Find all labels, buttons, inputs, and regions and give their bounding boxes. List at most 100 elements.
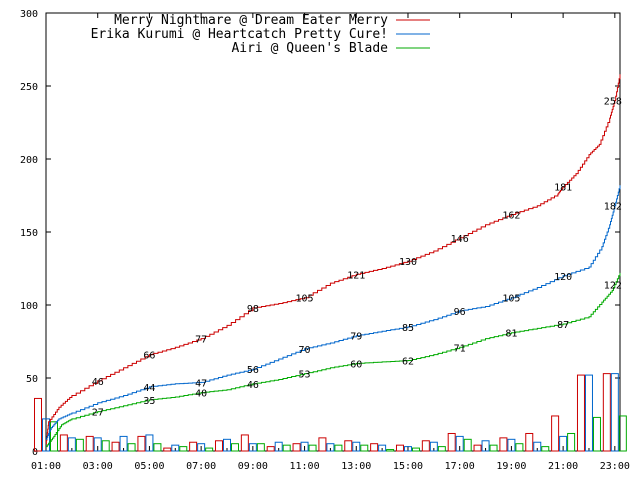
hourly-bar [403, 446, 412, 452]
data-label: 105 [296, 294, 314, 305]
hourly-bar [481, 440, 490, 452]
hourly-bar [360, 444, 369, 452]
data-label: 56 [247, 365, 259, 376]
hourly-bar [127, 443, 136, 452]
data-label: 62 [402, 356, 414, 367]
hourly-bar [153, 443, 162, 452]
hourly-bar [240, 434, 249, 452]
hourly-bar [197, 443, 206, 452]
hourly-bar [576, 374, 585, 452]
hourly-bar [386, 449, 395, 452]
data-label: 98 [247, 304, 259, 315]
hourly-bar [489, 444, 498, 452]
hourly-bar [447, 432, 456, 452]
hourly-bar [395, 444, 404, 452]
x-tick-label: 19:00 [496, 461, 526, 472]
hourly-bar [119, 435, 128, 452]
series-line [46, 272, 621, 448]
x-tick-label: 21:00 [548, 461, 578, 472]
hourly-bar [266, 446, 275, 452]
hourly-bar [507, 438, 516, 452]
data-label: 146 [451, 234, 469, 245]
hourly-bar [75, 438, 84, 452]
data-label: 121 [347, 270, 365, 281]
data-label: 44 [143, 383, 155, 394]
hourly-bar [515, 443, 524, 452]
data-label: 258 [604, 97, 622, 108]
data-label: 47 [195, 378, 207, 389]
hourly-bar [34, 397, 42, 452]
data-label: 96 [454, 307, 466, 318]
hourly-bar [171, 444, 180, 452]
data-label: 46 [92, 377, 104, 388]
hourly-bar [602, 373, 611, 452]
hourly-bar [137, 435, 146, 452]
hourly-bar [429, 441, 438, 452]
hourly-bar [85, 435, 94, 452]
hourly-bar [499, 437, 508, 452]
hourly-bar [145, 434, 154, 452]
x-tick-label: 17:00 [445, 461, 475, 472]
data-label: 162 [502, 210, 520, 221]
hourly-bar [525, 432, 534, 452]
x-tick-label: 05:00 [134, 461, 164, 472]
data-label: 181 [554, 183, 572, 194]
data-label: 27 [92, 408, 104, 419]
x-tick-label: 07:00 [186, 461, 216, 472]
data-label: 130 [399, 257, 417, 268]
y-tick-label: 100 [20, 301, 38, 312]
plot-frame [45, 12, 621, 452]
data-label: 53 [299, 370, 311, 381]
hourly-bar [437, 446, 446, 452]
y-tick-label: 50 [26, 374, 38, 385]
data-label: 71 [454, 343, 466, 354]
data-label: 40 [195, 389, 207, 400]
hourly-bar [370, 443, 379, 452]
hourly-bar [274, 441, 283, 452]
data-label: 122 [604, 281, 622, 292]
data-label: 182 [604, 202, 622, 213]
data-label: 46 [247, 380, 259, 391]
x-tick-label: 09:00 [238, 461, 268, 472]
hourly-bar [292, 443, 301, 452]
hourly-bar [163, 447, 172, 452]
data-label: 81 [505, 329, 517, 340]
hourly-bar [205, 447, 214, 452]
data-label: 85 [402, 323, 414, 334]
hourly-bar [473, 444, 482, 452]
hourly-bar [352, 441, 361, 452]
data-label: 77 [195, 335, 207, 346]
x-tick-label: 15:00 [393, 461, 423, 472]
hourly-bar [67, 437, 76, 452]
hourly-bar [214, 440, 223, 452]
hourly-bar [567, 432, 576, 452]
hourly-bar [541, 446, 550, 452]
hourly-bar [551, 415, 560, 452]
data-label: 66 [143, 351, 155, 362]
hourly-bar [533, 441, 542, 452]
data-label: 105 [502, 294, 520, 305]
hourly-bar [378, 444, 387, 452]
hourly-bar [111, 441, 120, 452]
data-label: 120 [554, 272, 572, 283]
hourly-bar [344, 440, 353, 452]
x-tick-label: 11:00 [290, 461, 320, 472]
data-label: 70 [299, 345, 311, 356]
hourly-bar [248, 443, 257, 452]
hourly-bar [256, 443, 265, 452]
hourly-bar [282, 444, 291, 452]
y-tick-label: 200 [20, 155, 38, 166]
legend-entry-label: Erika Kurumi @ Heartcatch Pretty Cure! [91, 27, 388, 42]
hourly-bar [326, 443, 335, 452]
data-label: 87 [557, 320, 569, 331]
hourly-bar [421, 440, 430, 452]
hourly-bar [59, 434, 68, 452]
hourly-bar [308, 444, 317, 452]
hourly-bar [610, 373, 619, 452]
x-tick-label: 03:00 [83, 461, 113, 472]
data-label: 60 [350, 359, 362, 370]
hourly-bar [300, 441, 309, 452]
hourly-bar [230, 443, 239, 452]
hourly-bar [318, 437, 327, 452]
